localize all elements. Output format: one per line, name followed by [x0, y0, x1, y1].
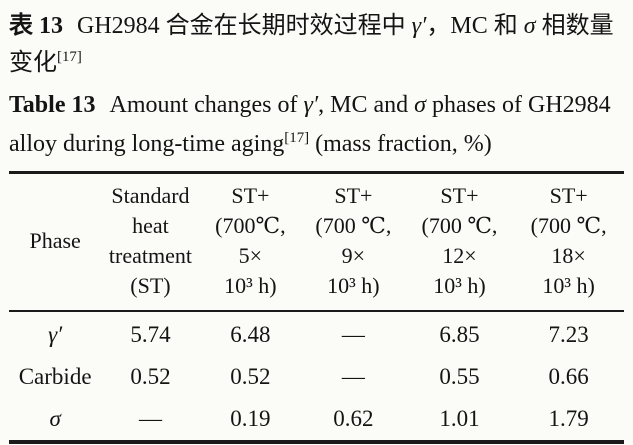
value-cell: — — [138, 406, 162, 431]
caption-zh-text-4: 变化 — [9, 50, 57, 76]
caption-en-text-2: , MC and — [318, 92, 415, 118]
caption-zh-line-2: 变化[17] — [9, 45, 624, 82]
header-line: (700℃, — [215, 213, 286, 238]
header-line: 10³ h) — [433, 273, 486, 298]
gamma-prime-symbol: γ′ — [303, 92, 319, 118]
phase-cell: Carbide — [18, 364, 92, 389]
header-cell-standard-treatment: Standard heat treatment (ST) — [101, 172, 200, 312]
value-cell: — — [341, 322, 365, 347]
caption-en-text-3: phases of GH2984 — [426, 92, 611, 118]
header-line: 10³ h) — [542, 273, 595, 298]
caption-en-table-number: Table 13 — [9, 92, 96, 118]
header-line: 5× — [238, 243, 263, 268]
header-cell-st-9000h: ST+ (700 ℃, 9× 10³ h) — [301, 172, 406, 312]
header-cell-st-5000h: ST+ (700℃, 5× 10³ h) — [199, 172, 302, 312]
header-cell-st-18000h: ST+ (700 ℃, 18× 10³ h) — [513, 172, 624, 312]
table-header-row: Phase Standard heat treatment (ST) ST+ (… — [9, 172, 624, 312]
caption-en-text-4: alloy during long-time aging — [9, 131, 285, 157]
value-cell: 5.74 — [130, 322, 171, 347]
header-phase-label: Phase — [29, 228, 81, 253]
header-cell-phase: Phase — [9, 172, 102, 312]
caption-en-text-1: Amount changes of — [109, 92, 304, 118]
header-line: 9× — [341, 243, 366, 268]
header-line: 12× — [442, 243, 477, 268]
header-line: ST+ — [231, 183, 270, 208]
table-header: Phase Standard heat treatment (ST) ST+ (… — [9, 172, 624, 312]
caption-zh-table-number: 表 13 — [9, 13, 63, 39]
phase-cell: γ′ — [48, 322, 63, 347]
header-line: (ST) — [130, 273, 171, 298]
value-cell: 0.52 — [230, 364, 271, 389]
table-row-sigma: σ — 0.19 0.62 1.01 1.79 — [9, 398, 624, 442]
value-cell: 0.66 — [548, 364, 589, 389]
phase-amount-table: Phase Standard heat treatment (ST) ST+ (… — [9, 171, 624, 444]
value-cell: 1.79 — [548, 406, 589, 431]
value-cell: 7.23 — [548, 322, 589, 347]
caption-chinese: 表 13 GH2984 合金在长期时效过程中 γ′，MC 和 σ 相数量 变化[1… — [9, 8, 624, 82]
table-row-carbide: Carbide 0.52 0.52 — 0.55 0.66 — [9, 356, 624, 398]
value-cell: 0.52 — [130, 364, 171, 389]
sigma-symbol: σ — [414, 92, 427, 118]
header-line: (700 ℃, — [421, 213, 498, 238]
value-cell: 1.01 — [439, 406, 480, 431]
value-cell: 0.19 — [230, 406, 271, 431]
header-line: ST+ — [440, 183, 479, 208]
caption-zh-line-1: 表 13 GH2984 合金在长期时效过程中 γ′，MC 和 σ 相数量 — [9, 8, 624, 45]
value-cell: 6.85 — [439, 322, 480, 347]
header-line: 10³ h) — [327, 273, 380, 298]
phase-cell: σ — [49, 406, 61, 431]
header-line: (700 ℃, — [530, 213, 607, 238]
caption-zh-text-3: 相数量 — [535, 13, 614, 39]
caption-zh-text-2: ，MC 和 — [426, 13, 524, 39]
caption-en-line-1: Table 13 Amount changes of γ′, MC and σ p… — [9, 86, 624, 125]
table-row-gamma-prime: γ′ 5.74 6.48 — 6.85 7.23 — [9, 311, 624, 356]
header-cell-st-12000h: ST+ (700 ℃, 12× 10³ h) — [405, 172, 514, 312]
caption-zh-reference: [17] — [57, 49, 82, 65]
table-body: γ′ 5.74 6.48 — 6.85 7.23 Carbide 0.52 0.… — [9, 311, 624, 442]
value-cell: 0.55 — [439, 364, 480, 389]
header-line: 18× — [551, 243, 586, 268]
value-cell: — — [341, 364, 365, 389]
caption-english: Table 13 Amount changes of γ′, MC and σ p… — [9, 86, 624, 164]
caption-en-line-2: alloy during long-time aging[17] (mass f… — [9, 125, 624, 164]
header-line: (700 ℃, — [315, 213, 392, 238]
header-line: heat — [132, 213, 169, 238]
sigma-symbol: σ — [523, 13, 536, 39]
value-cell: 0.62 — [333, 406, 374, 431]
caption-zh-text-1: GH2984 合金在长期时效过程中 — [77, 13, 412, 39]
gamma-prime-symbol: γ′ — [411, 13, 427, 39]
header-line: ST+ — [334, 183, 373, 208]
caption-en-text-5: (mass fraction, %) — [309, 131, 492, 157]
header-line: 10³ h) — [224, 273, 277, 298]
header-line: ST+ — [549, 183, 588, 208]
caption-en-reference: [17] — [284, 130, 310, 146]
header-line: treatment — [108, 243, 192, 268]
header-line: Standard — [111, 183, 190, 208]
value-cell: 6.48 — [230, 322, 271, 347]
